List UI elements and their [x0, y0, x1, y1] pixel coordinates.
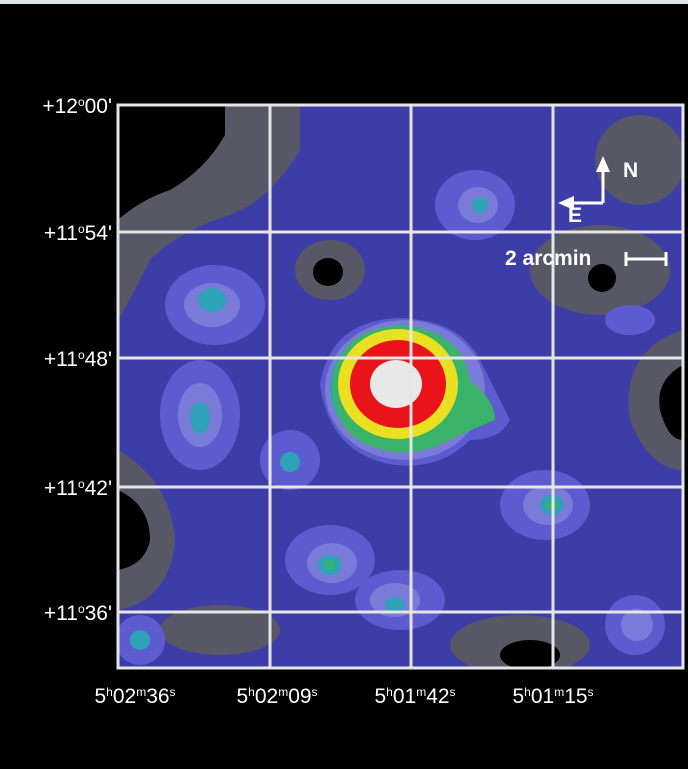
dec-tick-label: +11o54': [44, 222, 112, 245]
superscript: h: [106, 685, 113, 699]
ra-tick-label: 5h01m42s: [374, 685, 455, 708]
superscript: m: [278, 685, 288, 699]
ra-tick-label: 5h02m36s: [94, 685, 175, 708]
label-part: 09: [288, 685, 311, 708]
superscript: o: [78, 602, 85, 616]
axis-labels: +12o00'+11o54'+11o48'+11o42'+11o36'5h02m…: [42, 95, 593, 708]
label-part: 36': [85, 602, 112, 625]
east-label: E: [568, 204, 582, 227]
ra-tick-label: 5h02m09s: [236, 685, 317, 708]
north-label: N: [623, 159, 638, 182]
ra-tick-label: 5h01m15s: [512, 685, 593, 708]
compass: [558, 156, 610, 210]
superscript: m: [136, 685, 146, 699]
superscript: s: [450, 685, 456, 699]
superscript: o: [78, 348, 85, 362]
label-part: 42': [85, 477, 112, 500]
label-part: 5: [236, 685, 248, 708]
intensity-map: [118, 105, 683, 668]
label-part: 02: [113, 685, 136, 708]
dec-tick-label: +11o36': [44, 602, 112, 625]
label-part: 01: [393, 685, 416, 708]
superscript: h: [386, 685, 393, 699]
label-part: +11: [44, 348, 78, 371]
dec-tick-label: +11o42': [44, 477, 112, 500]
label-part: 02: [255, 685, 278, 708]
superscript: o: [78, 95, 85, 109]
label-part: 5: [512, 685, 524, 708]
label-part: +11: [44, 222, 78, 245]
superscript: s: [170, 685, 176, 699]
label-part: 00': [85, 95, 112, 118]
dec-tick-label: +12o00': [42, 95, 112, 118]
superscript: o: [78, 222, 85, 236]
label-part: +11: [44, 602, 78, 625]
label-part: 54': [85, 222, 112, 245]
superscript: m: [416, 685, 426, 699]
scale-label: 2 arcmin: [505, 247, 591, 270]
superscript: h: [524, 685, 531, 699]
superscript: s: [312, 685, 318, 699]
top-edge: [0, 0, 688, 4]
superscript: h: [248, 685, 255, 699]
dec-tick-label: +11o48': [44, 348, 112, 371]
label-part: 48': [85, 348, 112, 371]
label-part: 15: [564, 685, 587, 708]
superscript: s: [588, 685, 594, 699]
superscript: o: [78, 477, 85, 491]
superscript: m: [554, 685, 564, 699]
label-part: 5: [94, 685, 106, 708]
label-part: 42: [426, 685, 449, 708]
scale-bar: [624, 252, 668, 266]
label-part: 01: [531, 685, 554, 708]
label-part: +11: [44, 477, 78, 500]
label-part: +12: [42, 95, 78, 118]
label-part: 36: [146, 685, 169, 708]
coordinate-grid: [116, 103, 685, 670]
label-part: 5: [374, 685, 386, 708]
